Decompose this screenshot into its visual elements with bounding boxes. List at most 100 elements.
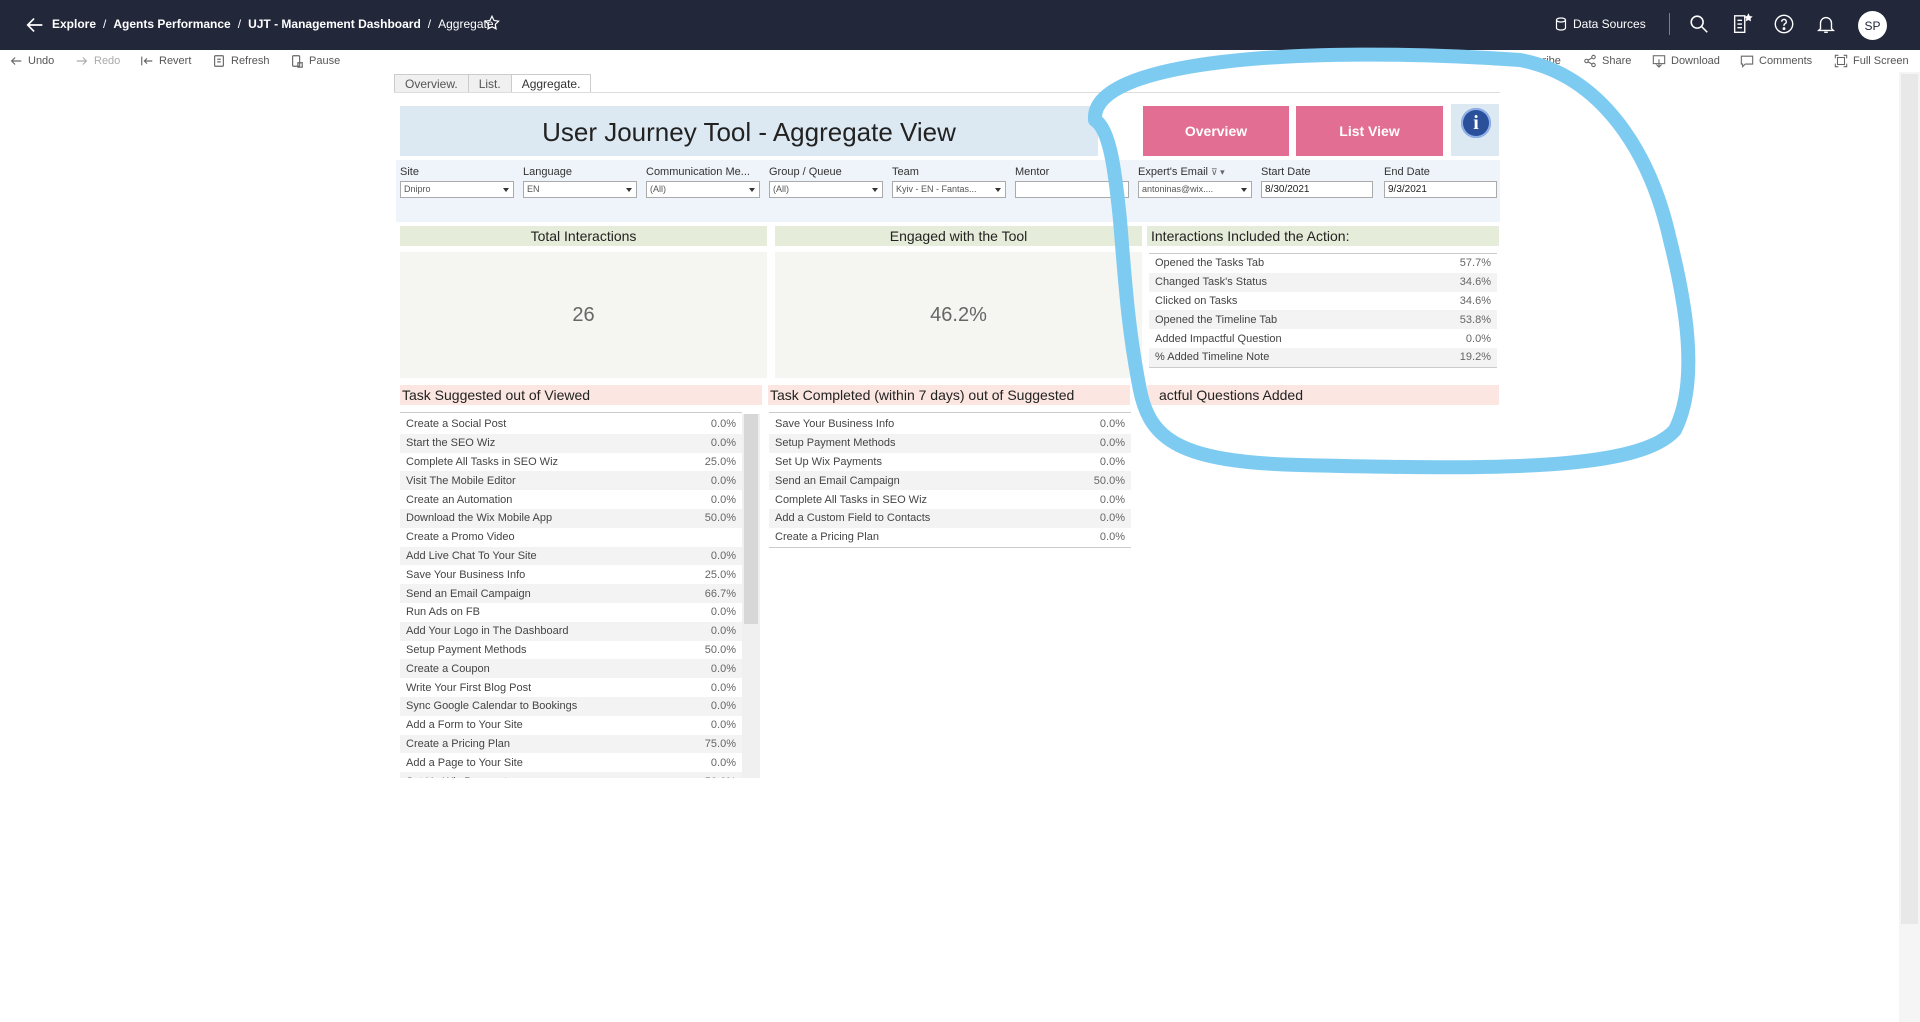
group-queue-select[interactable]: (All) (769, 181, 883, 198)
favorite-star-icon[interactable] (483, 14, 501, 32)
suggested-task-row-label: Set Up Wix Payments (406, 776, 513, 778)
completed-task-row[interactable]: Complete All Tasks in SEO Wiz 0.0% (769, 490, 1131, 509)
suggested-task-row[interactable]: Start the SEO Wiz 0.0% (400, 433, 742, 453)
filter-communication: Communication Me... (All) (646, 166, 762, 198)
communication-select[interactable]: (All) (646, 181, 760, 198)
site-select[interactable]: Dnipro (400, 181, 514, 198)
suggested-task-row[interactable]: Complete All Tasks in SEO Wiz 25.0% (400, 453, 742, 472)
breadcrumb-explore[interactable]: Explore (52, 17, 97, 31)
task-suggested-scrollbar-thumb[interactable] (744, 414, 758, 624)
suggested-task-row-label: Visit The Mobile Editor (406, 474, 516, 487)
suggested-task-row-label: Create a Promo Video (406, 531, 515, 544)
completed-task-row[interactable]: Send an Email Campaign 50.0% (769, 471, 1131, 491)
experts-email-select[interactable]: antoninas@wix.... (1138, 181, 1252, 198)
task-suggested-list: Create a Social Post 0.0% Start the SEO Wi… (400, 415, 742, 778)
full-screen-button[interactable]: Full Screen (1834, 54, 1909, 68)
page-scrollbar[interactable] (1899, 72, 1920, 1022)
completed-task-row-label: Complete All Tasks in SEO Wiz (775, 493, 928, 506)
suggested-task-row[interactable]: Save Your Business Info 25.0% (400, 565, 742, 584)
suggested-task-row[interactable]: Write Your First Blog Post 0.0% (400, 678, 742, 697)
data-sources-button[interactable]: Data Sources (1555, 17, 1646, 31)
completed-task-row[interactable]: Create a Pricing Plan 0.0% (769, 528, 1131, 547)
tab-aggregate[interactable]: Aggregate. (510, 74, 592, 93)
completed-task-row[interactable]: Add a Custom Field to Contacts 0.0% (769, 508, 1131, 528)
revert-label: Revert (159, 55, 192, 67)
suggested-task-row[interactable]: Run Ads on FB 0.0% (400, 603, 742, 622)
mentor-input[interactable] (1015, 181, 1129, 198)
download-button[interactable]: Download (1652, 54, 1720, 68)
revert-button[interactable]: Revert (140, 54, 191, 68)
completed-task-row-value: 0.0% (1099, 418, 1125, 431)
suggested-task-row[interactable]: Create a Social Post 0.0% (400, 415, 742, 434)
filter-mentor: Mentor (1015, 166, 1131, 198)
suggested-task-row-label: Sync Google Calendar to Bookings (406, 700, 578, 713)
filter-start-date: Start Date 8/30/2021 (1261, 166, 1377, 198)
share-button[interactable]: Share (1583, 54, 1631, 68)
suggested-task-row[interactable]: Set Up Wix Payments 50.0% (400, 772, 742, 778)
action-row[interactable]: Opened the Tasks Tab 57.7% (1149, 254, 1497, 273)
suggested-task-row[interactable]: Add Live Chat To Your Site 0.0% (400, 546, 742, 566)
action-row-label: Opened the Timeline Tab (1155, 313, 1278, 326)
action-row[interactable]: % Added Timeline Note 19.2% (1149, 347, 1497, 367)
action-row-label: % Added Timeline Note (1155, 351, 1270, 364)
suggested-task-row[interactable]: Send an Email Campaign 66.7% (400, 584, 742, 603)
list-view-button[interactable]: List View (1296, 106, 1443, 156)
refresh-button[interactable]: Refresh (212, 54, 270, 68)
completed-task-row[interactable]: Save Your Business Info 0.0% (769, 415, 1131, 434)
impactful-questions-header-text: actful Questions Added (1159, 387, 1303, 403)
suggested-task-row[interactable]: Create a Promo Video (400, 528, 742, 547)
filter-language-label: Language (523, 166, 572, 178)
subscribe-button[interactable]: Subscribe (1493, 54, 1561, 68)
suggested-task-row-value: 0.0% (710, 681, 736, 694)
suggested-task-row[interactable]: Create a Pricing Plan 75.0% (400, 734, 742, 754)
suggested-task-row[interactable]: Setup Payment Methods 50.0% (400, 641, 742, 660)
completed-task-row-label: Setup Payment Methods (775, 437, 896, 450)
action-row[interactable]: Added Impactful Question 0.0% (1149, 329, 1497, 348)
completed-task-row[interactable]: Setup Payment Methods 0.0% (769, 433, 1131, 453)
action-row[interactable]: Changed Task's Status 34.6% (1149, 272, 1497, 292)
start-date-input[interactable]: 8/30/2021 (1261, 181, 1373, 198)
suggested-task-row-label: Create an Automation (406, 493, 513, 506)
back-arrow-icon[interactable] (24, 14, 46, 36)
completed-task-row[interactable]: Set Up Wix Payments 0.0% (769, 453, 1131, 472)
breadcrumb-agents-performance[interactable]: Agents Performance (113, 17, 231, 31)
page-scrollbar-thumb[interactable] (1901, 74, 1918, 924)
search-icon[interactable] (1688, 13, 1710, 35)
redo-button[interactable]: Redo (75, 54, 120, 68)
filter-team-label: Team (892, 166, 919, 178)
suggested-task-row[interactable]: Create an Automation 0.0% (400, 490, 742, 509)
suggested-task-row[interactable]: Download the Wix Mobile App 50.0% (400, 508, 742, 528)
suggested-task-row[interactable]: Add a Form to Your Site 0.0% (400, 716, 742, 735)
undo-arrow-icon (10, 57, 22, 65)
dashboard-title: User Journey Tool - Aggregate View (542, 117, 956, 147)
suggested-task-row[interactable]: Sync Google Calendar to Bookings 0.0% (400, 696, 742, 716)
notification-bell-icon[interactable] (1815, 13, 1837, 35)
suggested-task-row[interactable]: Visit The Mobile Editor 0.0% (400, 471, 742, 491)
undo-button[interactable]: Undo (9, 54, 54, 68)
task-suggested-scrollbar[interactable] (742, 414, 760, 778)
suggested-task-row-value: 75.0% (704, 737, 736, 750)
team-select[interactable]: Kyiv - EN - Fantas... (892, 181, 1006, 198)
comments-button[interactable]: Comments (1740, 54, 1812, 68)
help-icon[interactable] (1773, 13, 1795, 35)
suggested-task-row[interactable]: Add a Page to Your Site 0.0% (400, 753, 742, 772)
breadcrumb-ujt-dashboard[interactable]: UJT - Management Dashboard (248, 17, 421, 31)
info-icon[interactable]: i (1461, 108, 1491, 138)
suggested-task-row[interactable]: Create a Coupon 0.0% (400, 659, 742, 679)
filter-clear-icon[interactable]: ⊽ ▾ (1211, 167, 1225, 177)
action-row[interactable]: Clicked on Tasks 34.6% (1149, 292, 1497, 311)
download-icon (1652, 55, 1666, 68)
end-date-input[interactable]: 9/3/2021 (1384, 181, 1497, 198)
tab-overview[interactable]: Overview. (394, 74, 469, 93)
custom-views-icon[interactable] (1731, 13, 1753, 35)
suggested-task-row[interactable]: Add Your Logo in The Dashboard 0.0% (400, 621, 742, 641)
user-avatar[interactable]: SP (1858, 11, 1887, 40)
completed-task-row-value: 0.0% (1099, 493, 1125, 506)
language-select[interactable]: EN (523, 181, 637, 198)
interactions-action-list: Opened the Tasks Tab 57.7% Changed Task's … (1149, 253, 1497, 368)
pause-button[interactable]: Pause (290, 54, 340, 68)
tab-list[interactable]: List. (467, 74, 512, 93)
action-row[interactable]: Opened the Timeline Tab 53.8% (1149, 310, 1497, 330)
overview-button[interactable]: Overview (1143, 106, 1289, 156)
filter-end-date: End Date 9/3/2021 (1384, 166, 1500, 198)
